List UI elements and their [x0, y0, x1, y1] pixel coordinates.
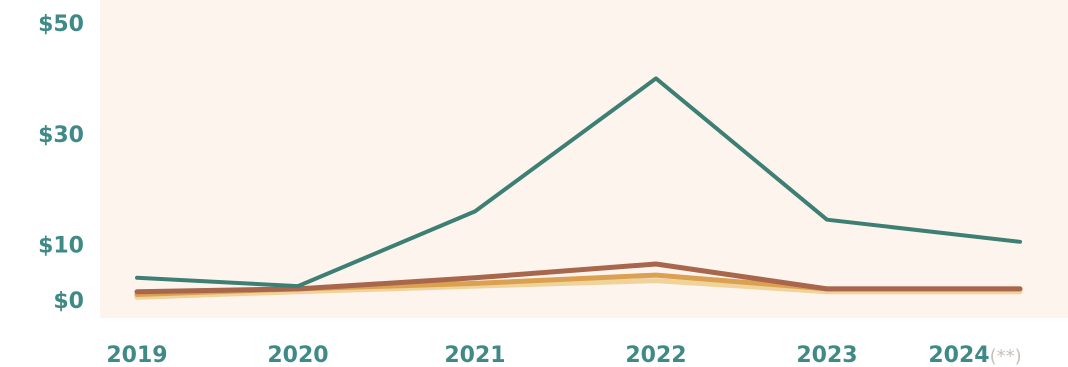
series-layer: [134, 76, 1023, 300]
y-tick-label: $0: [53, 289, 84, 314]
series-line-teal: [135, 76, 1022, 289]
y-tick-label: $30: [38, 123, 84, 148]
x-axis: 2019 2020 2021 2022 2023 2024(**): [106, 343, 1021, 367]
series-line-yellow: [134, 278, 1023, 300]
x-tick-label: 2024(**): [928, 343, 1021, 367]
plot-background: [100, 0, 1068, 318]
y-axis: $0 $10 $30 $50: [38, 12, 84, 314]
x-tick-label: 2020: [267, 343, 328, 367]
x-tick-label: 2023: [796, 343, 857, 367]
x-tick-label: 2019: [106, 343, 167, 367]
y-tick-label: $10: [38, 234, 84, 259]
x-tick-label: 2021: [444, 343, 505, 367]
series-line-brown: [134, 261, 1023, 295]
y-tick-label: $50: [38, 12, 84, 37]
x-tick-label: 2022: [625, 343, 686, 367]
